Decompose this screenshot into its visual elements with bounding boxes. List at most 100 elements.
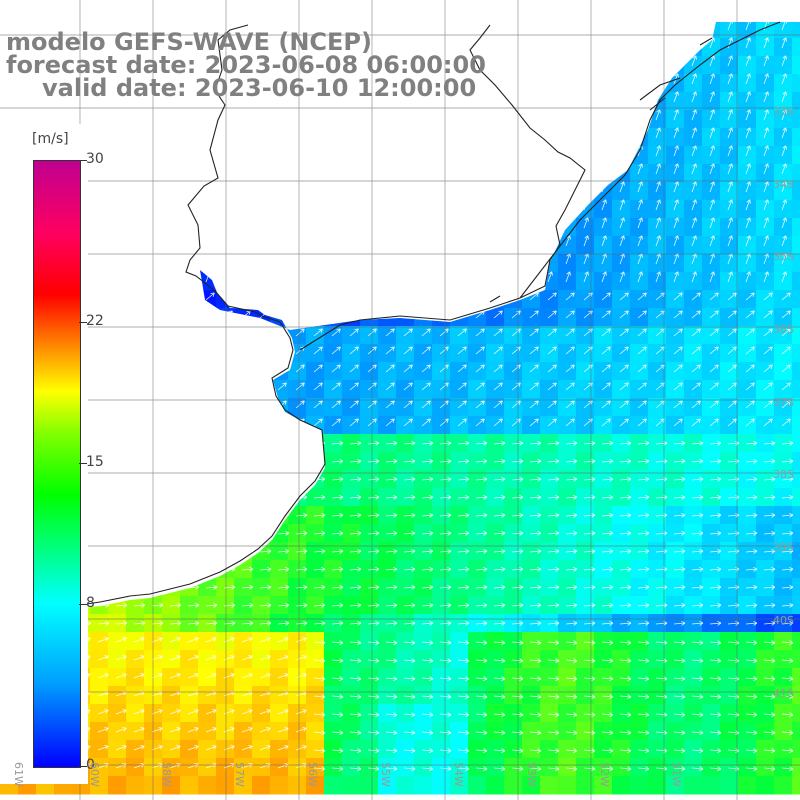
wind-arrow (763, 109, 769, 121)
wind-arrow (619, 602, 632, 608)
field-cell (522, 200, 541, 219)
field-cell (108, 524, 127, 543)
wind-arrow (493, 346, 503, 355)
wind-arrow (781, 476, 794, 482)
wind-arrow (331, 253, 337, 265)
wind-arrow (709, 418, 719, 427)
wind-arrow (331, 310, 341, 319)
field-cell (450, 704, 469, 723)
field-cell (378, 722, 397, 741)
field-cell (180, 524, 199, 543)
wind-arrow (241, 745, 253, 751)
wind-arrow (745, 127, 751, 139)
field-cell (378, 740, 397, 759)
wind-arrow (547, 602, 560, 608)
wind-arrow (493, 253, 499, 265)
wind-arrow (475, 364, 485, 373)
field-cell (396, 776, 415, 795)
wind-arrow (457, 566, 470, 572)
field-cell (702, 668, 721, 687)
wind-arrow (493, 458, 506, 464)
field-cell (252, 218, 271, 237)
wind-arrow (745, 292, 755, 301)
field-cell (666, 236, 685, 255)
field-cell (738, 596, 757, 615)
wind-arrow (475, 253, 481, 265)
wind-arrow (511, 712, 524, 718)
wind-arrow (79, 109, 85, 121)
wind-arrow (781, 235, 787, 247)
wind-arrow (295, 673, 307, 679)
wind-arrow (277, 163, 283, 175)
field-cell (594, 596, 613, 615)
field-cell (522, 704, 541, 723)
field-cell (126, 182, 145, 201)
wind-arrow (457, 400, 467, 409)
field-cell (774, 470, 793, 489)
field-cell (540, 758, 559, 777)
field-cell (396, 164, 415, 183)
field-cell (522, 722, 541, 741)
field-cell (342, 506, 361, 525)
wind-arrow (637, 382, 647, 391)
field-cell (450, 182, 469, 201)
field-cell (648, 596, 667, 615)
field-cell (306, 146, 325, 165)
field-cell (486, 236, 505, 255)
field-cell (504, 22, 523, 39)
wind-arrow (223, 346, 233, 355)
field-cell (378, 110, 397, 129)
field-cell (414, 614, 433, 633)
field-cell (126, 488, 145, 507)
field-cell (684, 758, 703, 777)
field-cell (468, 650, 487, 669)
field-cell (738, 452, 757, 471)
field-cell (648, 704, 667, 723)
field-cell (216, 200, 235, 219)
wind-arrow (439, 694, 452, 700)
field-cell (162, 236, 181, 255)
field-cell (198, 524, 217, 543)
wind-arrow (349, 253, 355, 265)
wind-arrow (529, 109, 535, 121)
wind-arrow (601, 310, 611, 319)
field-cell (306, 560, 325, 579)
field-cell (90, 398, 109, 417)
field-cell (324, 614, 343, 633)
wind-arrow (493, 400, 503, 409)
wind-arrow (457, 548, 470, 554)
wind-arrow (97, 494, 110, 500)
wind-arrow (403, 676, 416, 682)
wind-arrow (421, 310, 431, 319)
field-cell (360, 758, 379, 777)
wind-arrow (619, 584, 632, 590)
wind-arrow (583, 181, 589, 193)
wind-arrow (385, 694, 398, 700)
wind-arrow (241, 512, 254, 518)
field-cell (198, 614, 217, 633)
wind-arrow (421, 22, 427, 31)
wind-arrow (583, 476, 596, 482)
wind-arrow (511, 310, 521, 319)
wind-arrow (493, 620, 506, 626)
field-cell (450, 560, 469, 579)
field-cell (180, 128, 199, 147)
field-cell (288, 236, 307, 255)
wind-arrow (475, 346, 485, 355)
field-cell (486, 776, 505, 795)
wind-arrow (709, 584, 722, 590)
field-cell (738, 776, 757, 795)
wind-arrow (601, 494, 614, 500)
field-cell (738, 506, 757, 525)
wind-arrow (421, 530, 434, 536)
wind-arrow (547, 328, 557, 337)
field-cell (522, 524, 541, 543)
field-cell (306, 236, 325, 255)
wind-arrow (187, 458, 200, 464)
wind-arrow (619, 676, 632, 682)
wind-arrow (637, 328, 647, 337)
wind-arrow (187, 145, 193, 157)
wind-arrow (349, 199, 355, 211)
field-cell (252, 434, 271, 453)
wind-arrow (601, 640, 614, 646)
